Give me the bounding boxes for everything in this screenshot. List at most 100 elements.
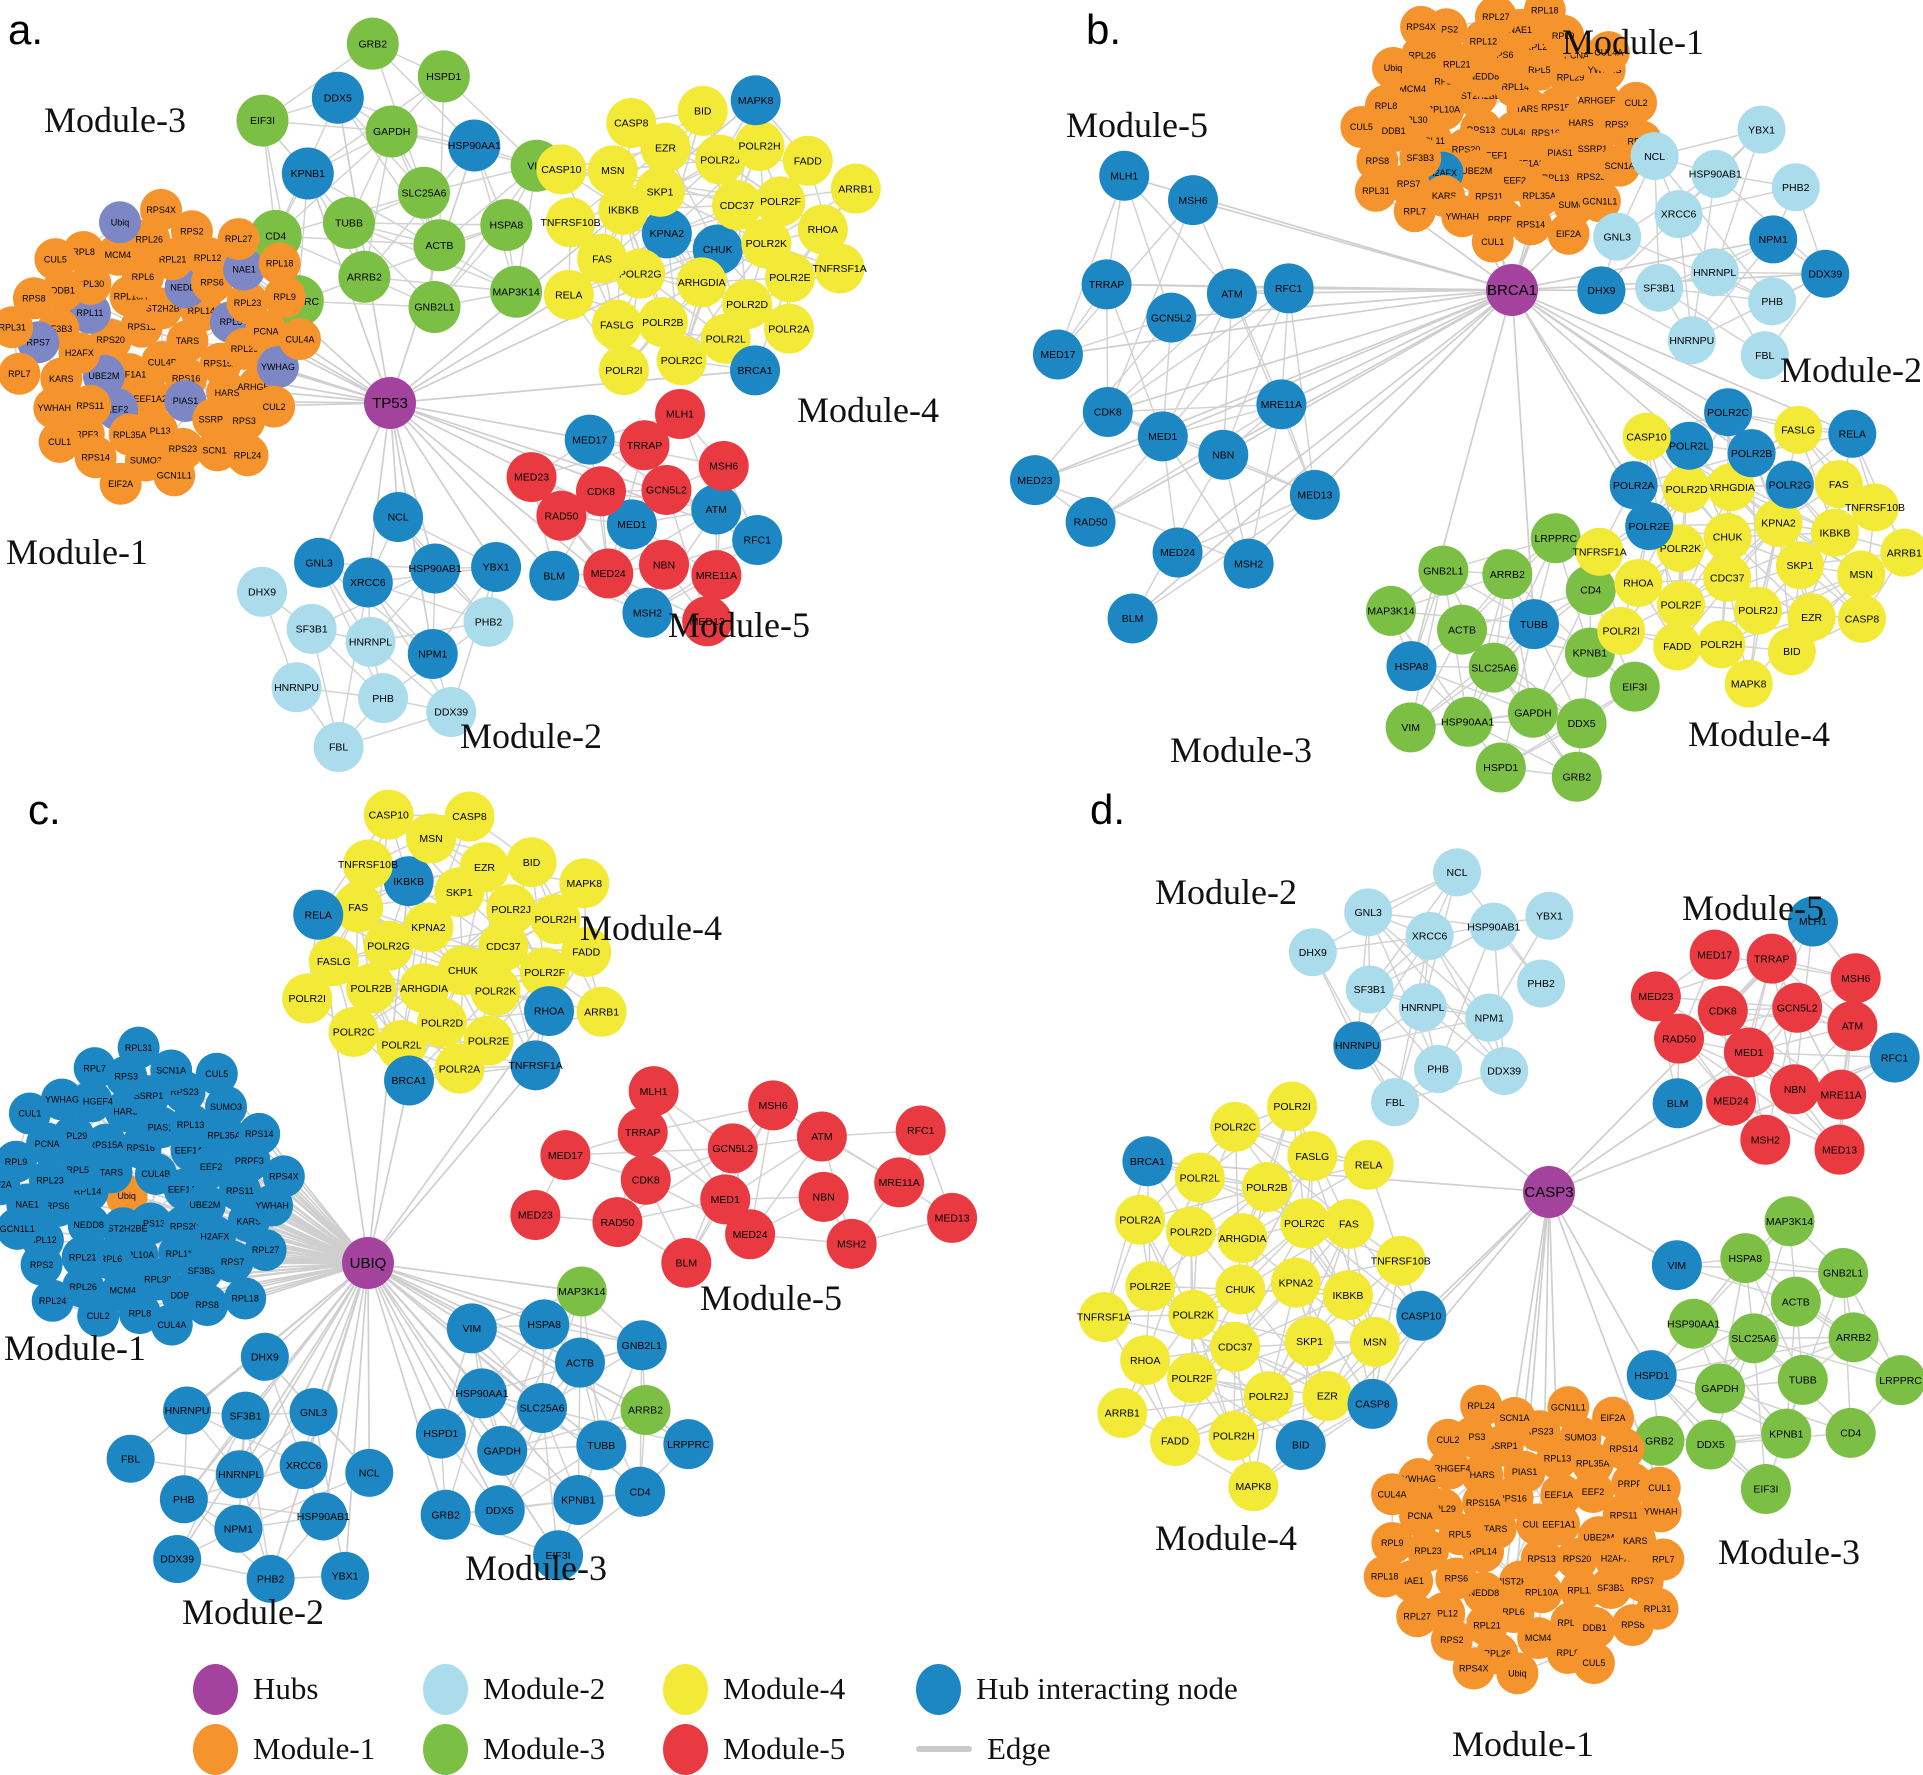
node-phb[interactable]: PHB [358, 673, 409, 724]
node-med1[interactable]: MED1 [1137, 411, 1188, 462]
node-phb[interactable]: PHB [1414, 1045, 1463, 1094]
node-rps4x[interactable]: RPS4X [1400, 5, 1443, 48]
node-polr2d[interactable]: POLR2D [1662, 465, 1711, 514]
node-kpnb1[interactable]: KPNB1 [553, 1475, 604, 1526]
node-tnfrsf1a[interactable]: TNFRSF1A [1077, 1292, 1131, 1343]
node-actb[interactable]: ACTB [554, 1337, 605, 1388]
node-gapdh[interactable]: GAPDH [1507, 687, 1558, 738]
node-cdk8[interactable]: CDK8 [1697, 985, 1748, 1036]
node-skp1[interactable]: SKP1 [1284, 1316, 1335, 1367]
node-faslg[interactable]: FASLG [1774, 405, 1823, 454]
node-polr2d[interactable]: POLR2D [1165, 1206, 1216, 1257]
node-trrap[interactable]: TRRAP [1746, 933, 1797, 984]
node-hnrnpu[interactable]: HNRNPU [1333, 1021, 1382, 1070]
node-gnb2l1[interactable]: GNB2L1 [1818, 1248, 1869, 1299]
node-hnrnpl[interactable]: HNRNPL [1398, 983, 1447, 1032]
node-med17[interactable]: MED17 [1032, 329, 1083, 380]
node-gcn1l1[interactable]: GCN1L1 [153, 454, 196, 497]
node-med23[interactable]: MED23 [510, 1190, 561, 1241]
node-polr2l[interactable]: POLR2L [1665, 421, 1714, 470]
node-gcn5l2[interactable]: GCN5L2 [1772, 982, 1823, 1033]
node-polr2f[interactable]: POLR2F [755, 176, 806, 227]
node-ezr[interactable]: EZR [459, 842, 510, 893]
node-npm1[interactable]: NPM1 [1749, 215, 1798, 264]
node-gnl3[interactable]: GNL3 [289, 1388, 338, 1437]
node-map3k14[interactable]: MAP3K14 [1764, 1196, 1815, 1247]
node-polr2c[interactable]: POLR2C [656, 335, 707, 386]
node-polr2a[interactable]: POLR2A [1609, 461, 1658, 510]
node-grb2[interactable]: GRB2 [346, 17, 399, 70]
node-vim[interactable]: VIM [1651, 1240, 1702, 1291]
node-med24[interactable]: MED24 [1152, 527, 1203, 578]
node-polr2g[interactable]: POLR2G [1765, 460, 1814, 509]
node-med13[interactable]: MED13 [1289, 469, 1340, 520]
node-arrb2[interactable]: ARRB2 [620, 1384, 671, 1435]
node-rps4x[interactable]: RPS4X [262, 1155, 305, 1198]
node-cul5[interactable]: CUL5 [1572, 1642, 1615, 1685]
node-ncl[interactable]: NCL [345, 1448, 394, 1497]
node-hspd1[interactable]: HSPD1 [1626, 1350, 1677, 1401]
node-cul4a[interactable]: CUL4A [278, 318, 321, 361]
node-cul1[interactable]: CUL1 [1638, 1466, 1681, 1509]
node-slc25a6[interactable]: SLC25A6 [517, 1382, 568, 1433]
node-eif3i[interactable]: EIF3I [1609, 661, 1660, 712]
node-arrb1[interactable]: ARRB1 [576, 986, 627, 1037]
node-cul5[interactable]: CUL5 [34, 238, 77, 281]
node-rps4x[interactable]: RPS4X [1452, 1647, 1495, 1690]
node-gcn5l2[interactable]: GCN5L2 [707, 1123, 758, 1174]
node-casp8[interactable]: CASP8 [1837, 594, 1886, 643]
node-tubb[interactable]: TUBB [1509, 599, 1560, 650]
node-lrpprc[interactable]: LRPPRC [663, 1419, 714, 1470]
node-rps4x[interactable]: RPS4X [140, 188, 183, 231]
node-hsp90aa1[interactable]: HSP90AA1 [1667, 1298, 1720, 1349]
node-vim[interactable]: VIM [446, 1303, 497, 1354]
node-polr2i[interactable]: POLR2I [1267, 1081, 1318, 1132]
node-dhx9[interactable]: DHX9 [1577, 266, 1626, 315]
node-phb2[interactable]: PHB2 [1517, 959, 1566, 1008]
node-cd4[interactable]: CD4 [615, 1466, 666, 1517]
node-gnl3[interactable]: GNL3 [1344, 888, 1393, 937]
node-grb2[interactable]: GRB2 [1551, 751, 1602, 802]
node-hspa8[interactable]: HSPA8 [1386, 641, 1437, 692]
node-gcn5l2[interactable]: GCN5L2 [1146, 292, 1197, 343]
node-polr2h[interactable]: POLR2H [734, 120, 785, 171]
node-rpl31[interactable]: RPL31 [1354, 169, 1397, 212]
node-fadd[interactable]: FADD [1150, 1416, 1201, 1467]
node-hspd1[interactable]: HSPD1 [415, 1408, 466, 1459]
node-arhgdia[interactable]: ARHGDIA [676, 257, 727, 308]
node-hsp90ab1[interactable]: HSP90AB1 [1467, 902, 1521, 951]
node-polr2l[interactable]: POLR2L [1174, 1152, 1225, 1203]
hub-node-ubiq[interactable]: UBIQ [342, 1237, 394, 1289]
node-kpnb1[interactable]: KPNB1 [281, 147, 334, 200]
node-rela[interactable]: RELA [293, 889, 344, 940]
node-fbl[interactable]: FBL [106, 1434, 155, 1483]
node-polr2k[interactable]: POLR2K [470, 965, 521, 1016]
node-ncl[interactable]: NCL [373, 492, 424, 543]
node-med17[interactable]: MED17 [1689, 929, 1740, 980]
node-casp10[interactable]: CASP10 [536, 144, 587, 195]
node-gnl3[interactable]: GNL3 [294, 537, 345, 588]
node-rela[interactable]: RELA [543, 269, 594, 320]
node-casp8[interactable]: CASP8 [444, 791, 495, 842]
node-casp10[interactable]: CASP10 [363, 789, 414, 840]
node-brca1[interactable]: BRCA1 [1122, 1136, 1173, 1187]
node-npm1[interactable]: NPM1 [214, 1504, 263, 1553]
node-faslg[interactable]: FASLG [591, 299, 642, 350]
node-polr2c[interactable]: POLR2C [328, 1006, 379, 1057]
node-mlh1[interactable]: MLH1 [655, 389, 706, 440]
node-brca1[interactable]: BRCA1 [384, 1055, 435, 1106]
node-ddx39[interactable]: DDX39 [1801, 249, 1850, 298]
node-kpna2[interactable]: KPNA2 [1270, 1257, 1321, 1308]
node-polr2j[interactable]: POLR2J [1243, 1371, 1294, 1422]
node-cdk8[interactable]: CDK8 [1082, 386, 1133, 437]
node-gnb2l1[interactable]: GNB2L1 [408, 280, 461, 333]
node-sf3b1[interactable]: SF3B1 [221, 1391, 270, 1440]
node-eif2a[interactable]: EIF2A [1547, 212, 1590, 255]
node-med24[interactable]: MED24 [725, 1209, 776, 1260]
node-med23[interactable]: MED23 [1009, 455, 1060, 506]
node-msh6[interactable]: MSH6 [1168, 175, 1219, 226]
node-blm[interactable]: BLM [529, 550, 580, 601]
node-fbl[interactable]: FBL [313, 722, 364, 773]
node-ddx39[interactable]: DDX39 [153, 1535, 202, 1584]
node-chuk[interactable]: CHUK [1703, 512, 1752, 561]
